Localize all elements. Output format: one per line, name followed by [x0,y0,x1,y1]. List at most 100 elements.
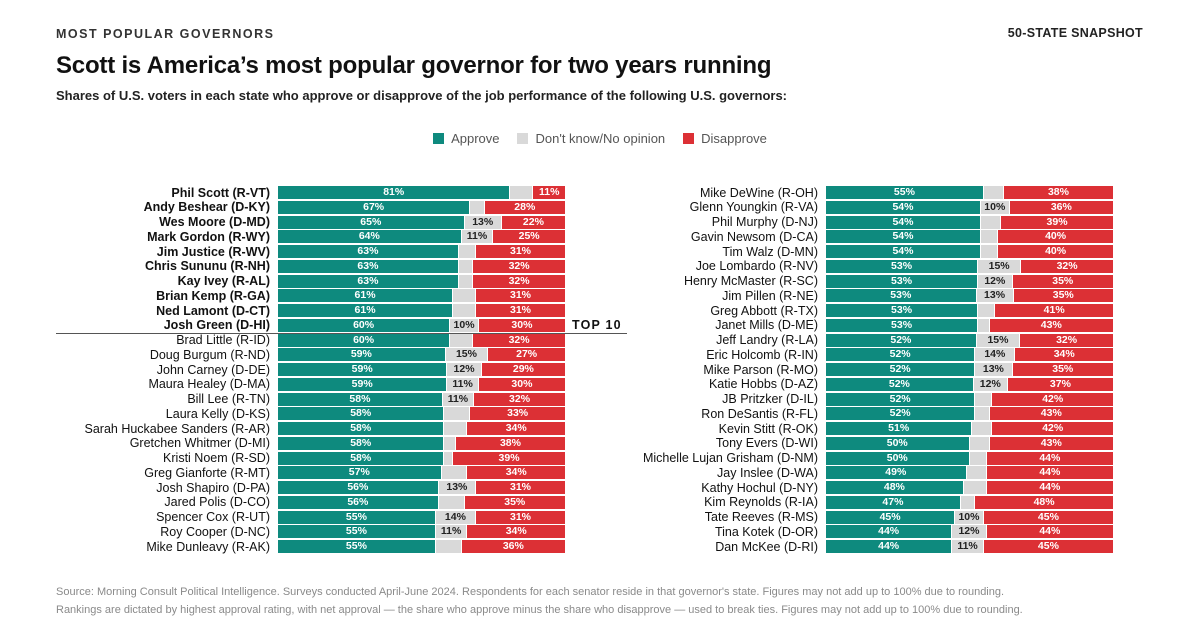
bar-approve: 56% [278,495,438,509]
bar-neutral [441,466,467,480]
bar-neutral: 15% [445,348,488,362]
bar-disapprove: 42% [992,392,1113,406]
bar-neutral [453,289,476,303]
bar-disapprove: 32% [1020,333,1113,347]
bar-approve: 56% [278,481,438,494]
bar-disapprove: 31% [476,481,565,494]
bar-disapprove: 43% [989,318,1113,332]
governor-label: Laura Kelly (D-KS) [165,406,270,421]
bar-neutral [435,540,461,553]
bar-disapprove: 45% [983,540,1113,553]
bar-neutral: 11% [435,525,467,539]
bar-neutral [470,200,484,214]
bar-neutral [969,451,986,465]
bar-approve: 53% [826,304,978,317]
bar-neutral: 13% [464,215,501,229]
bar-disapprove: 41% [995,304,1113,317]
bar-neutral: 11% [447,377,478,391]
bar-disapprove: 35% [1013,289,1113,303]
bar-disapprove: 32% [473,259,565,273]
governor-label: Greg Gianforte (R-MT) [144,465,270,480]
bar-approve: 45% [826,510,955,524]
legend-item-disapprove: Disapprove [683,131,767,146]
legend-swatch-approve [433,133,445,144]
bar-approve: 67% [278,200,470,214]
bar-neutral: 15% [978,259,1021,273]
bar-disapprove: 30% [478,377,565,391]
bar-disapprove: 32% [1021,259,1113,273]
bar-disapprove: 31% [476,510,565,524]
footnote-rankings: Rankings are dictated by highest approva… [56,604,1023,616]
governor-label: Kathy Hochul (D-NY) [701,480,818,495]
bar-disapprove: 43% [989,436,1113,450]
governor-label: JB Pritzker (D-IL) [722,392,818,406]
governor-label: Brad Little (R-ID) [176,333,270,347]
governor-label: Kevin Stitt (R-OK) [718,421,818,436]
bar-neutral [969,436,989,450]
governor-label: Jared Polis (D-CO) [164,495,270,510]
governor-label: Gavin Newsom (D-CA) [690,229,818,244]
bar-approve: 44% [826,525,952,539]
bar-neutral [458,245,476,258]
bar-approve: 59% [278,363,447,376]
bar-disapprove: 43% [989,407,1113,421]
governor-label: Sarah Huckabee Sanders (R-AR) [84,421,271,436]
bar-disapprove: 22% [501,215,565,229]
bar-approve: 48% [826,481,963,494]
bar-approve: 58% [278,407,444,421]
governor-label: Tim Walz (D-MN) [722,244,818,259]
governor-label: Janet Mills (D-ME) [715,318,818,333]
bar-neutral: 10% [955,510,983,524]
bar-disapprove: 34% [467,466,565,480]
bar-disapprove: 45% [983,510,1113,524]
governor-label: Spencer Cox (R-UT) [156,510,270,524]
governor-label: Chris Sununu (R-NH) [145,259,270,274]
kicker: MOST POPULAR GOVERNORS [56,27,275,41]
bar-approve: 58% [278,451,444,465]
governor-label: Katie Hobbs (D-AZ) [708,377,818,392]
top10-label: TOP 10 [572,317,622,332]
governor-label: Tina Kotek (D-OR) [714,524,818,539]
governor-label: Gretchen Whitmer (D-MI) [129,436,270,451]
bar-approve: 64% [278,230,461,244]
bar-approve: 81% [278,186,510,199]
bar-approve: 53% [826,259,978,273]
bar-disapprove: 28% [484,200,565,214]
legend-item-neutral: Don't know/No opinion [517,131,665,146]
bar-disapprove: 30% [478,318,565,332]
bar-neutral [458,259,473,273]
bar-disapprove: 44% [986,451,1113,465]
legend-item-approve: Approve [433,131,499,146]
bar-neutral [444,422,467,435]
governor-label: Eric Holcomb (R-IN) [706,347,818,362]
bar-disapprove: 34% [467,525,565,539]
bar-disapprove: 44% [986,466,1113,480]
bar-neutral [444,436,455,450]
bar-approve: 57% [278,466,441,480]
bar-approve: 49% [826,466,966,480]
bar-neutral [444,451,453,465]
governor-label: Jeff Landry (R-LA) [716,333,818,347]
bar-approve: 50% [826,451,969,465]
bar-neutral: 12% [973,377,1007,391]
bar-neutral [980,230,998,244]
snapshot-label: 50-STATE SNAPSHOT [1007,26,1143,40]
bar-neutral [453,304,476,317]
bar-neutral: 13% [438,481,476,494]
bar-approve: 50% [826,436,969,450]
bar-neutral [960,495,975,509]
legend-swatch-neutral [517,133,529,144]
bar-approve: 54% [826,230,980,244]
bar-approve: 47% [826,495,960,509]
governor-label: Josh Green (D-HI) [163,318,270,333]
bar-disapprove: 35% [1012,363,1113,376]
bar-approve: 58% [278,422,444,435]
bar-neutral: 11% [952,540,983,553]
bar-approve: 55% [278,525,435,539]
bar-disapprove: 32% [473,333,565,347]
bar-approve: 53% [826,318,978,332]
bar-approve: 58% [278,436,444,450]
bar-neutral: 11% [442,392,474,406]
bar-approve: 65% [278,215,464,229]
governor-label: Glenn Youngkin (R-VA) [689,200,818,215]
